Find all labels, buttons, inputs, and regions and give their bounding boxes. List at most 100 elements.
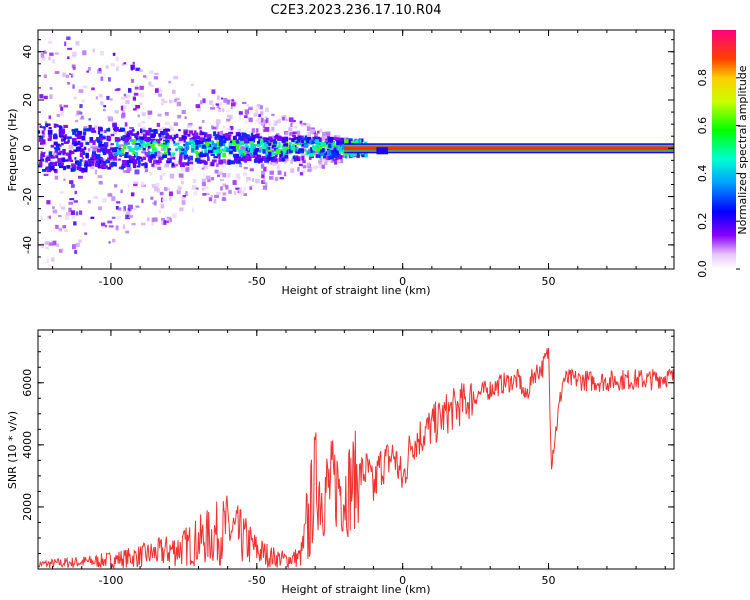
spectrogram-noise-cell bbox=[201, 188, 205, 191]
spectrogram-band-cell bbox=[192, 142, 195, 145]
spectrogram-noise-cell bbox=[262, 128, 266, 133]
spectrogram-band-cell bbox=[93, 155, 97, 159]
spectrogram-band-cell bbox=[142, 133, 147, 138]
spectrogram-band-cell bbox=[133, 139, 136, 142]
spectrogram-band-cell bbox=[132, 163, 137, 169]
spectrogram-noise-cell bbox=[52, 209, 58, 214]
spectrogram-noise-cell bbox=[69, 73, 72, 76]
spectrogram-band-cell bbox=[205, 141, 210, 147]
spectrogram-noise-cell bbox=[169, 195, 172, 201]
spectrogram-band-cell bbox=[81, 135, 86, 141]
spectrogram-noise-cell bbox=[260, 122, 264, 126]
spectrogram-band-cell bbox=[113, 161, 117, 166]
spectrogram-band-cell bbox=[194, 150, 198, 155]
spectrogram-band-cell bbox=[242, 151, 246, 156]
spectrogram-band-cell bbox=[135, 142, 140, 146]
spectrogram-band-cell bbox=[207, 146, 212, 151]
spectrogram-band-cell bbox=[116, 126, 119, 132]
spectrogram-noise-cell bbox=[150, 196, 154, 200]
spectrogram-band-cell bbox=[239, 135, 244, 140]
snr-frame bbox=[37, 329, 675, 570]
spectrogram-noise-cell bbox=[52, 58, 55, 64]
spectrogram-noise-cell bbox=[244, 115, 248, 119]
spectrogram-band-cell bbox=[85, 152, 89, 158]
spectrogram-band-cell bbox=[291, 146, 296, 151]
spectrogram-noise-cell bbox=[208, 197, 213, 202]
spectrogram-band-cell bbox=[218, 143, 224, 147]
spectrogram-noise-cell bbox=[82, 163, 85, 166]
spectrogram-band-cell bbox=[207, 156, 210, 161]
spectrogram-noise-cell bbox=[217, 108, 221, 113]
spectrogram-noise-cell bbox=[283, 161, 287, 165]
spectrogram-y-label: Frequency (Hz) bbox=[6, 109, 19, 192]
spectrogram-band-cell bbox=[288, 152, 292, 155]
spectrogram-band-cell bbox=[55, 145, 60, 151]
spectrogram-band-cell bbox=[234, 158, 238, 163]
spectrogram-band-cell bbox=[85, 141, 90, 145]
spectrogram-frame bbox=[37, 29, 675, 270]
spectrogram-noise-cell bbox=[154, 72, 159, 75]
spectrogram-band-cell bbox=[125, 162, 130, 166]
spectrogram-noise-cell bbox=[112, 52, 116, 56]
spectrogram-band-cell bbox=[282, 138, 286, 143]
spectrogram-band-cell bbox=[95, 158, 100, 162]
spectrogram-noise-cell bbox=[111, 196, 116, 202]
spectrogram-noise-cell bbox=[193, 191, 198, 196]
spectrogram-noise-cell bbox=[65, 212, 71, 216]
spectrogram-band-cell bbox=[63, 136, 67, 141]
spectrogram-band-cell bbox=[150, 151, 155, 154]
spectrogram-noise-cell bbox=[300, 153, 306, 157]
spectrogram-band-cell bbox=[79, 152, 84, 158]
spectrogram-noise-cell bbox=[243, 187, 247, 192]
spectrogram-noise-cell bbox=[266, 146, 269, 151]
spectrogram-band-cell bbox=[195, 135, 199, 140]
spectrogram-noise-cell bbox=[155, 182, 160, 188]
spectrogram-noise-cell bbox=[210, 195, 213, 198]
spectrogram-band-cell bbox=[56, 152, 59, 155]
spectrogram-band-cell bbox=[199, 130, 203, 135]
spectrogram-band-cell bbox=[308, 150, 314, 154]
spectrogram-noise-cell bbox=[230, 106, 233, 110]
spectrogram-band-cell bbox=[61, 142, 64, 146]
spectrogram-band-cell bbox=[41, 130, 45, 135]
spectrogram-band-cell bbox=[155, 138, 161, 144]
spectrogram-band-cell bbox=[288, 137, 292, 141]
spectrogram-noise-cell bbox=[255, 109, 258, 114]
spectrogram-noise-cell bbox=[338, 158, 343, 164]
spectrogram-band-cell bbox=[91, 151, 96, 155]
spectrogram-band-cell bbox=[275, 149, 281, 155]
spectrogram-band-cell bbox=[58, 161, 62, 167]
spectrogram-noise-cell bbox=[148, 81, 152, 86]
spectrogram-band-cell bbox=[256, 148, 260, 151]
spectrogram-band-cell bbox=[208, 143, 212, 148]
spectrogram-noise-cell bbox=[179, 207, 184, 212]
spectrogram-noise-cell bbox=[268, 122, 271, 126]
spectrogram-band-cell bbox=[291, 138, 295, 142]
spectrogram-noise-cell bbox=[122, 170, 128, 173]
spectrogram-band-cell bbox=[157, 143, 163, 147]
spectrogram-band-cell bbox=[222, 142, 226, 147]
spectrogram-noise-cell bbox=[127, 208, 130, 211]
spectrogram-band-cell bbox=[214, 143, 218, 148]
spectrogram-noise-cell bbox=[88, 118, 91, 121]
spectrogram-noise-cell bbox=[161, 217, 166, 221]
spectrogram-band-cell bbox=[278, 157, 282, 162]
spectrogram-noise-cell bbox=[118, 166, 122, 170]
spectrogram-noise-cell bbox=[190, 83, 194, 86]
spectrogram-band-cell bbox=[48, 154, 54, 158]
spectrogram-noise-cell bbox=[41, 56, 46, 61]
spectrogram-noise-cell bbox=[271, 134, 275, 139]
spectrogram-panel: -100 -50 0 50 -40 -20 0 20 40 Height of straigh… bbox=[6, 29, 675, 297]
spectrogram-noise-cell bbox=[314, 150, 319, 154]
spectrogram-noise-cell bbox=[141, 112, 146, 117]
spectrogram-noise-cell bbox=[95, 131, 100, 134]
spectrogram-band-cell bbox=[344, 151, 348, 156]
spectrogram-x-ticks: -100 -50 0 50 bbox=[52, 30, 666, 288]
spectrogram-band-cell bbox=[244, 142, 248, 148]
spectrogram-noise-cell bbox=[130, 192, 135, 197]
spectrogram-noise-cell bbox=[68, 144, 74, 150]
spectrogram-noise-cell bbox=[273, 179, 276, 184]
spectrogram-band-cell bbox=[198, 140, 204, 144]
spectrogram-band-cell bbox=[118, 158, 121, 161]
spectrogram-band-cell bbox=[238, 156, 241, 161]
